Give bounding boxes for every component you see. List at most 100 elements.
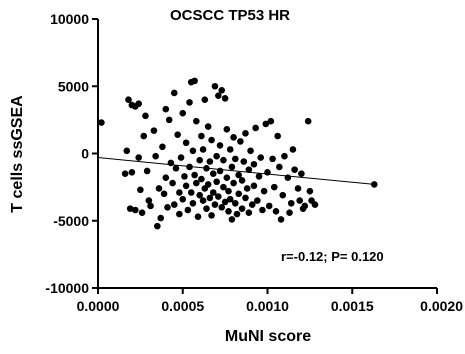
data-point	[187, 189, 195, 196]
data-point	[240, 158, 248, 165]
data-point	[201, 96, 209, 103]
data-point	[140, 132, 148, 140]
data-point	[235, 190, 242, 198]
data-point	[254, 197, 261, 204]
data-point	[226, 146, 234, 153]
y-axis: -10000 -5000 0 5000 10000	[45, 11, 99, 296]
data-point	[176, 210, 183, 218]
data-point	[170, 201, 178, 208]
data-point	[135, 154, 142, 161]
x-tick-label: 0.0000	[77, 298, 120, 314]
data-point	[208, 212, 215, 219]
data-point	[281, 152, 288, 160]
data-point	[193, 117, 200, 125]
data-point	[213, 152, 220, 160]
data-point	[269, 155, 276, 163]
data-point	[186, 99, 193, 106]
data-point	[154, 222, 161, 230]
data-point	[286, 209, 293, 216]
data-point	[194, 213, 202, 221]
data-point	[186, 163, 193, 171]
data-point	[170, 89, 178, 97]
x-axis: 0.0000 0.0005 0.0010 0.0015 0.0020	[77, 287, 463, 314]
data-point	[223, 174, 231, 182]
data-point	[238, 205, 246, 212]
x-tick-label: 0.0010	[246, 298, 289, 314]
data-point	[209, 170, 217, 177]
data-point	[252, 124, 259, 132]
data-point	[276, 163, 283, 171]
data-point	[184, 206, 192, 214]
data-point	[208, 136, 215, 144]
data-point	[204, 123, 212, 130]
data-point	[165, 116, 173, 124]
data-point	[213, 178, 220, 186]
data-point	[243, 185, 251, 192]
data-point	[298, 170, 305, 177]
data-point	[231, 199, 239, 207]
data-point	[123, 147, 131, 155]
data-point	[265, 202, 273, 210]
data-point	[250, 182, 258, 190]
data-point	[259, 206, 266, 214]
data-point	[179, 195, 187, 203]
data-point	[196, 191, 203, 199]
data-point	[135, 100, 142, 108]
data-point	[177, 154, 185, 161]
data-point	[267, 117, 275, 125]
data-point	[206, 194, 214, 202]
data-point	[257, 154, 265, 161]
data-point	[311, 201, 319, 208]
data-point	[193, 179, 200, 187]
data-point	[137, 186, 144, 194]
data-point	[235, 171, 242, 179]
data-point	[228, 216, 236, 223]
data-point	[238, 177, 246, 184]
data-point	[182, 182, 190, 190]
data-point	[215, 92, 222, 99]
y-tick-label: -10000	[45, 280, 89, 296]
data-point	[204, 181, 212, 188]
data-point	[216, 142, 224, 149]
data-point	[198, 132, 205, 140]
data-point	[199, 197, 207, 204]
data-point	[272, 208, 280, 215]
data-point	[301, 202, 309, 210]
data-point	[218, 204, 226, 211]
data-point	[164, 204, 171, 211]
data-point	[152, 152, 159, 160]
y-tick-label: -5000	[53, 213, 89, 229]
data-point	[209, 189, 217, 196]
data-point	[225, 187, 232, 195]
data-point	[159, 143, 166, 151]
data-point	[131, 206, 139, 214]
x-tick-label: 0.0005	[161, 298, 204, 314]
data-point	[245, 209, 253, 216]
data-point	[203, 205, 210, 212]
x-tick-label: 0.0020	[420, 298, 463, 314]
data-point	[196, 156, 203, 164]
data-point	[221, 198, 229, 206]
data-point	[215, 193, 222, 200]
data-point	[143, 167, 151, 175]
data-point	[162, 105, 170, 113]
data-point	[262, 120, 270, 128]
data-point	[189, 199, 197, 207]
data-point	[247, 147, 254, 155]
data-point	[220, 156, 227, 164]
data-point	[289, 146, 297, 153]
data-point	[150, 127, 158, 134]
correlation-annotation: r=-0.12; P= 0.120	[281, 249, 384, 264]
data-point	[230, 134, 237, 141]
data-point	[145, 197, 153, 204]
data-point	[279, 191, 287, 199]
data-point	[242, 194, 249, 202]
data-point	[206, 158, 214, 165]
data-point	[174, 131, 181, 138]
y-tick-label: 10000	[50, 11, 89, 27]
data-point	[245, 166, 253, 173]
data-point	[287, 199, 295, 207]
data-point	[242, 130, 249, 137]
trend-line	[97, 157, 375, 185]
